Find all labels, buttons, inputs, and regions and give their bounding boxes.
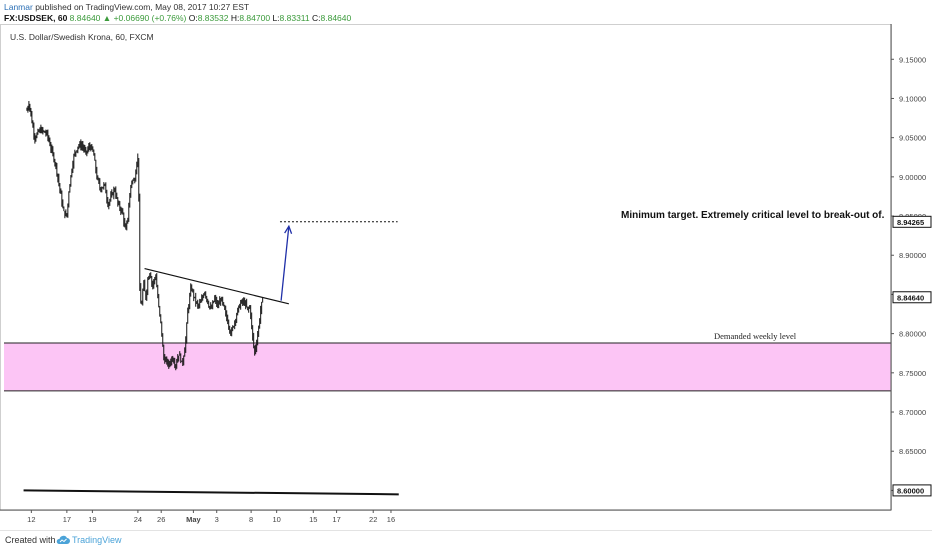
time-tick-label: 8 — [249, 515, 253, 524]
target-arrow-head-icon — [284, 224, 293, 234]
ohlc-line: FX:USDSEK, 60 8.84640 ▲ +0.06690 (+0.76%… — [4, 13, 351, 23]
up-arrow-icon: ▲ — [102, 13, 112, 23]
price-tick-label: 8.70000 — [899, 408, 926, 417]
high-value: 8.84700 — [239, 13, 271, 23]
time-tick-label: 10 — [272, 515, 280, 524]
price-series-layer — [26, 101, 264, 371]
target-price-marker-label: 8.94265 — [897, 218, 924, 227]
time-tick-label: 12 — [27, 515, 35, 524]
chart-title: U.S. Dollar/Swedish Krona, 60, FXCM — [10, 32, 154, 42]
price-chart[interactable]: U.S. Dollar/Swedish Krona, 60, FXCM Dema… — [0, 24, 932, 530]
target-price-marker-box — [892, 215, 932, 228]
price-tick-label: 8.75000 — [899, 369, 926, 378]
target-annotation: Minimum target. Extremely critical level… — [621, 210, 885, 221]
published-text: published on TradingView.com, May 08, 20… — [35, 2, 250, 12]
price-tick-label: 9.05000 — [899, 134, 926, 143]
time-tick-label: May — [186, 515, 201, 524]
tradingview-brand[interactable]: TradingView — [72, 535, 122, 545]
change-value: +0.06690 (+0.76%) — [113, 13, 187, 23]
time-tick-label: 26 — [157, 515, 165, 524]
author-link[interactable]: Lanmar — [4, 2, 33, 12]
publish-header: Lanmar published on TradingView.com, May… — [0, 0, 932, 24]
long-term-line — [23, 489, 399, 496]
last-price: 8.84640 — [69, 13, 101, 23]
demand-zone-layer: Demanded weekly level — [4, 331, 891, 392]
symbol-label: FX:USDSEK, 60 — [4, 13, 68, 23]
demand-zone — [4, 343, 891, 391]
zone-label: Demanded weekly level — [714, 331, 797, 341]
time-tick-label: 17 — [332, 515, 340, 524]
last-price-marker-box — [892, 291, 932, 304]
bottom-price-marker-label: 8.60000 — [897, 486, 924, 495]
price-tick-label: 8.80000 — [899, 330, 926, 339]
tradingview-cloud-icon — [56, 535, 70, 544]
high-label: H: — [230, 13, 240, 23]
price-tick-label: 8.90000 — [899, 251, 926, 260]
price-tick-label: 9.00000 — [899, 173, 926, 182]
time-tick-label: 19 — [88, 515, 96, 524]
footer-bar: Created with TradingView — [0, 530, 932, 551]
time-tick-label: 24 — [134, 515, 142, 524]
time-tick-label: 15 — [309, 515, 317, 524]
time-axis[interactable]: 12 17 19 24 26 May 3 8 10 15 17 22 16 — [0, 509, 891, 524]
price-tick-label: 9.10000 — [899, 94, 926, 103]
close-value: 8.84640 — [320, 13, 352, 23]
low-label: L: — [272, 13, 280, 23]
drawings-layer: Minimum target. Extremely critical level… — [23, 210, 885, 496]
bottom-price-marker-box — [892, 484, 932, 497]
price-tick-label: 9.15000 — [899, 55, 926, 64]
time-tick-label: 17 — [63, 515, 71, 524]
publish-line: Lanmar published on TradingView.com, May… — [4, 2, 249, 12]
low-value: 8.83311 — [279, 13, 310, 23]
close-label: C: — [312, 13, 321, 23]
price-tick-label: 8.65000 — [899, 447, 926, 456]
time-tick-label: 16 — [387, 515, 395, 524]
price-axis[interactable]: 9.150009.100009.050009.000008.950008.900… — [890, 24, 932, 510]
time-tick-label: 3 — [215, 515, 219, 524]
created-with-text: Created with — [5, 535, 56, 545]
time-tick-label: 22 — [369, 515, 377, 524]
descending-trendline — [144, 267, 290, 305]
open-value: 8.83532 — [197, 13, 229, 23]
open-label: O: — [188, 13, 198, 23]
last-price-marker-label: 8.84640 — [897, 293, 924, 302]
target-arrow-shaft — [280, 226, 290, 301]
